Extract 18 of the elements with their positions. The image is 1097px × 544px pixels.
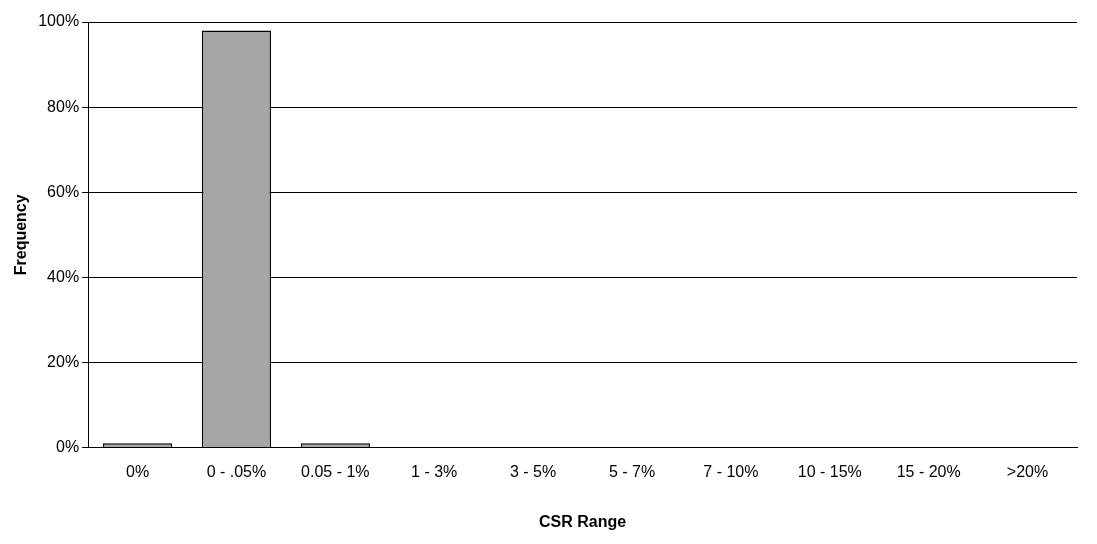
x-tick-label: 0.05 - 1% <box>301 462 370 480</box>
x-tick-label: 1 - 3% <box>411 462 458 480</box>
y-tick-label: 80% <box>47 97 80 115</box>
x-tick-label: >20% <box>1006 462 1049 480</box>
x-tick-label: 0 - .05% <box>206 462 267 480</box>
x-axis-title: CSR Range <box>539 512 627 530</box>
y-tick-label: 0% <box>56 438 80 456</box>
x-tick-label: 5 - 7% <box>608 462 656 480</box>
y-tick-label: 100% <box>38 12 80 30</box>
x-tick-label: 10 - 15% <box>797 462 862 480</box>
x-tick-label: 0% <box>126 462 150 480</box>
y-axis-title: Frequency <box>12 194 30 276</box>
y-tick-label: 20% <box>47 352 80 370</box>
x-tick-label: 15 - 20% <box>896 462 961 480</box>
x-tick-label: 7 - 10% <box>703 462 759 480</box>
x-tick-label: 3 - 5% <box>509 462 557 480</box>
y-tick-label: 60% <box>47 182 80 200</box>
y-tick-label: 40% <box>47 267 80 285</box>
